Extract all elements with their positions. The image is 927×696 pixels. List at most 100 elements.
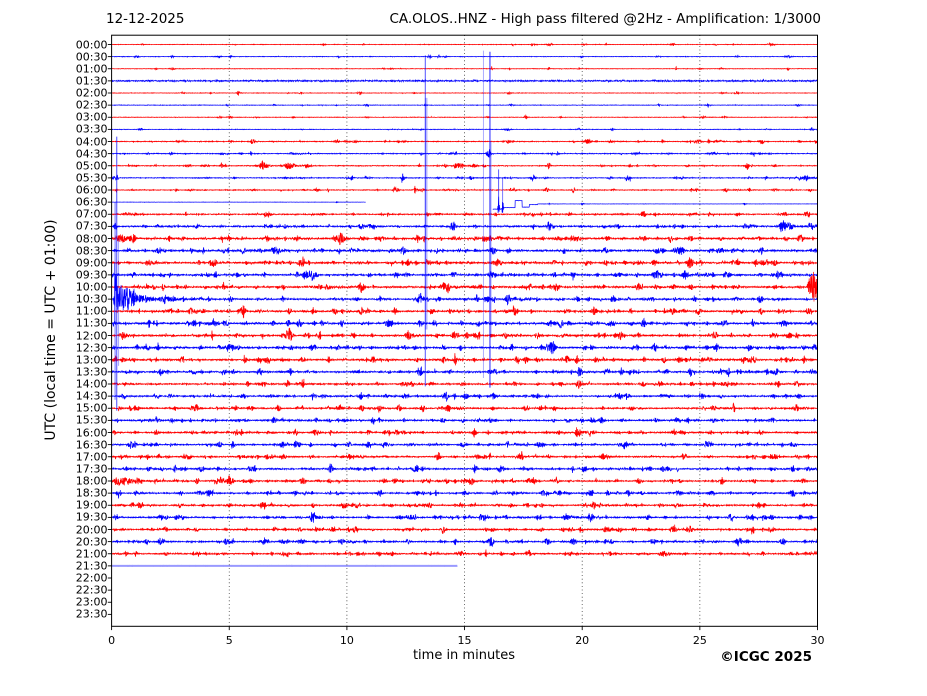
y-tick-label: 20:30 <box>75 535 108 549</box>
trace-row-16:00 <box>111 427 818 438</box>
y-tick-label: 17:00 <box>75 450 108 464</box>
x-tick-label: 20 <box>575 634 590 647</box>
overflow-spikes <box>114 50 817 411</box>
axes-frame <box>107 34 819 631</box>
trace-row-07:00 <box>111 210 818 219</box>
y-tick-label: 10:00 <box>75 280 108 294</box>
y-tick-label: 03:30 <box>75 122 108 136</box>
trace-row-14:30 <box>111 391 818 402</box>
trace-row-16:30 <box>111 440 818 450</box>
trace-row-09:00 <box>111 256 818 269</box>
y-tick-label: 13:30 <box>75 365 108 379</box>
y-tick-label: 04:00 <box>75 135 108 148</box>
y-tick-label: 16:00 <box>75 426 108 439</box>
y-tick-label: 18:00 <box>75 474 108 488</box>
x-tick-label: 5 <box>225 634 233 647</box>
trace-row-13:00 <box>111 353 818 366</box>
trace-row-00:00 <box>111 42 818 47</box>
y-tick-label: 17:30 <box>75 462 108 476</box>
trace-row-15:30 <box>111 416 818 425</box>
trace-row-06:00 <box>111 185 818 194</box>
trace-row-05:00 <box>111 160 818 171</box>
trace-row-03:00 <box>111 114 818 120</box>
y-tick-label: 14:30 <box>75 389 108 403</box>
trace-row-08:30 <box>111 246 818 256</box>
x-tick-label: 15 <box>457 634 472 647</box>
trace-row-08:00 <box>111 232 818 246</box>
x-tick-label: 30 <box>810 634 825 647</box>
trace-row-20:00 <box>111 524 818 535</box>
y-tick-label: 06:00 <box>75 183 108 197</box>
y-tick-label: 19:30 <box>75 510 108 524</box>
y-tick-label: 06:30 <box>75 195 108 209</box>
trace-row-07:30 <box>111 220 818 233</box>
y-tick-label: 08:30 <box>75 244 108 258</box>
y-tick-label: 02:00 <box>75 86 108 100</box>
trace-row-13:30 <box>111 366 818 378</box>
y-tick-label: 08:00 <box>75 232 108 245</box>
trace-row-18:00 <box>111 475 818 486</box>
y-tick-label: 01:00 <box>75 62 108 76</box>
trace-row-05:30 <box>111 173 818 183</box>
trace-row-06:30 <box>111 196 818 214</box>
y-tick-label: 07:00 <box>75 207 108 221</box>
trace-row-01:30 <box>111 78 818 84</box>
copyright-text: ©ICGC 2025 <box>720 649 812 665</box>
y-tick-label: 23:30 <box>75 607 108 621</box>
trace-row-12:00 <box>111 327 818 341</box>
y-tick-label: 15:00 <box>75 401 108 415</box>
trace-row-10:00 <box>111 271 818 298</box>
trace-row-01:00 <box>111 65 818 71</box>
y-tick-label: 19:00 <box>75 498 108 512</box>
y-tick-label: 21:00 <box>75 547 108 561</box>
trace-row-14:00 <box>111 378 818 389</box>
y-tick-label: 13:00 <box>75 353 108 367</box>
station-title: CA.OLOS..HNZ - High pass filtered @2Hz -… <box>389 11 821 27</box>
y-tick-label: 05:30 <box>75 171 108 185</box>
y-tick-label: 21:30 <box>75 559 108 573</box>
y-tick-label: 15:30 <box>75 413 108 427</box>
y-tick-label: 05:00 <box>75 159 108 173</box>
trace-row-02:30 <box>111 102 818 108</box>
trace-row-10:30 <box>111 274 818 311</box>
y-tick-label: 03:00 <box>75 110 108 124</box>
trace-row-17:30 <box>111 463 818 474</box>
trace-row-19:00 <box>111 501 818 510</box>
traces <box>111 42 818 568</box>
y-tick-label: 01:30 <box>75 74 108 88</box>
trace-row-12:30 <box>111 341 818 355</box>
grid-lines <box>228 35 701 627</box>
y-tick-label: 12:30 <box>75 341 108 355</box>
y-tick-label: 20:00 <box>75 523 108 536</box>
y-tick-label: 12:00 <box>75 329 108 342</box>
trace-row-19:30 <box>111 511 818 523</box>
trace-row-11:00 <box>111 305 818 319</box>
y-tick-label: 09:30 <box>75 268 108 282</box>
y-tick-label: 07:30 <box>75 219 108 233</box>
y-tick-label: 18:30 <box>75 486 108 500</box>
trace-row-02:00 <box>111 90 818 96</box>
y-tick-label: 00:30 <box>75 50 108 64</box>
trace-row-04:00 <box>111 138 818 145</box>
y-tick-label: 22:30 <box>75 583 108 597</box>
y-tick-label: 04:30 <box>75 147 108 161</box>
x-tick-label: 0 <box>108 634 116 647</box>
trace-row-03:30 <box>111 126 818 132</box>
x-tick-label: 25 <box>692 634 707 647</box>
trace-row-09:30 <box>111 269 818 282</box>
trace-row-00:30 <box>111 53 818 60</box>
trace-row-11:30 <box>111 317 818 329</box>
trace-row-20:30 <box>111 537 818 547</box>
y-tick-label: 23:00 <box>75 595 108 609</box>
trace-row-15:00 <box>111 402 818 414</box>
trace-row-04:30 <box>111 149 818 158</box>
y-tick-label: 11:30 <box>75 316 108 330</box>
y-tick-label: 02:30 <box>75 98 108 112</box>
y-tick-label: 14:00 <box>75 377 108 391</box>
y-tick-label: 22:00 <box>75 571 108 585</box>
date-title: 12-12-2025 <box>106 11 185 27</box>
y-tick-label: 09:00 <box>75 256 108 270</box>
trace-row-17:00 <box>111 451 818 461</box>
